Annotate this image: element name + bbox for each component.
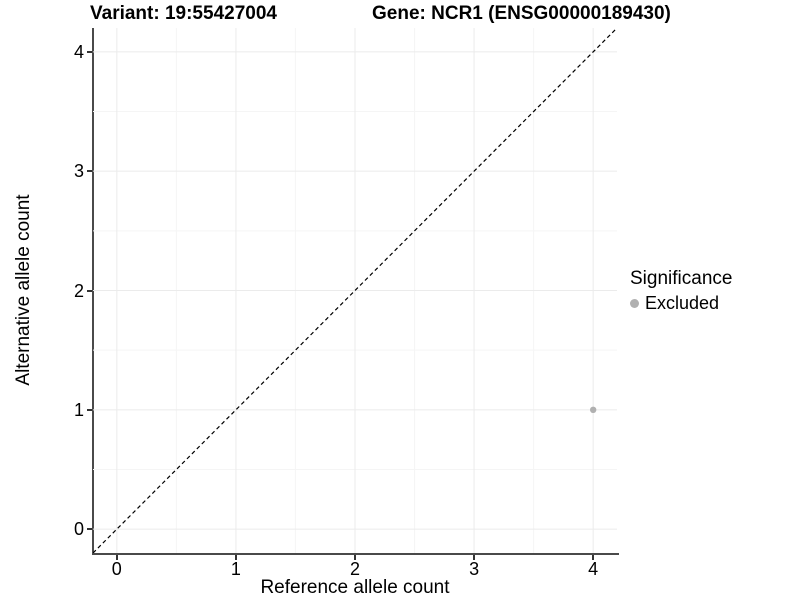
x-axis-tick xyxy=(115,555,118,560)
plot-panel xyxy=(92,27,618,554)
x-axis-tick xyxy=(234,555,237,560)
y-axis-tick xyxy=(87,289,92,292)
x-axis-title: Reference allele count xyxy=(260,577,450,598)
y-axis-tick xyxy=(87,170,92,173)
y-tick-label: 0 xyxy=(73,519,84,540)
y-axis-tick xyxy=(87,528,92,531)
plot-panel-canvas xyxy=(92,27,618,554)
x-tick-label: 3 xyxy=(469,559,480,579)
y-axis-title: Alternative allele count xyxy=(13,194,34,386)
y-axis-line xyxy=(92,28,94,555)
x-tick-label: 2 xyxy=(349,559,360,579)
y-tick-label: 2 xyxy=(73,280,84,301)
plot-title-variant: Variant: 19:55427004 xyxy=(90,3,277,24)
legend-item-label: Excluded xyxy=(645,293,720,313)
y-tick-label: 3 xyxy=(73,161,84,182)
legend-point-icon xyxy=(630,299,639,308)
plot-title-gene: Gene: NCR1 (ENSG00000189430) xyxy=(372,3,671,24)
x-tick-label: 0 xyxy=(111,559,122,579)
x-axis-tick xyxy=(592,555,595,560)
x-tick-label: 1 xyxy=(230,559,241,579)
y-tick-label: 1 xyxy=(73,399,84,420)
legend-item-excluded: Excluded xyxy=(630,293,732,314)
legend-title: Significance xyxy=(630,268,733,289)
x-axis-tick xyxy=(354,555,356,560)
x-axis-tick xyxy=(473,555,476,560)
y-axis-tick xyxy=(87,408,92,411)
y-tick-label: 4 xyxy=(73,41,84,62)
legend: Significance Excluded xyxy=(630,268,732,314)
x-axis-line xyxy=(92,553,619,555)
y-axis-tick xyxy=(87,50,92,53)
x-tick-label: 4 xyxy=(588,559,599,579)
